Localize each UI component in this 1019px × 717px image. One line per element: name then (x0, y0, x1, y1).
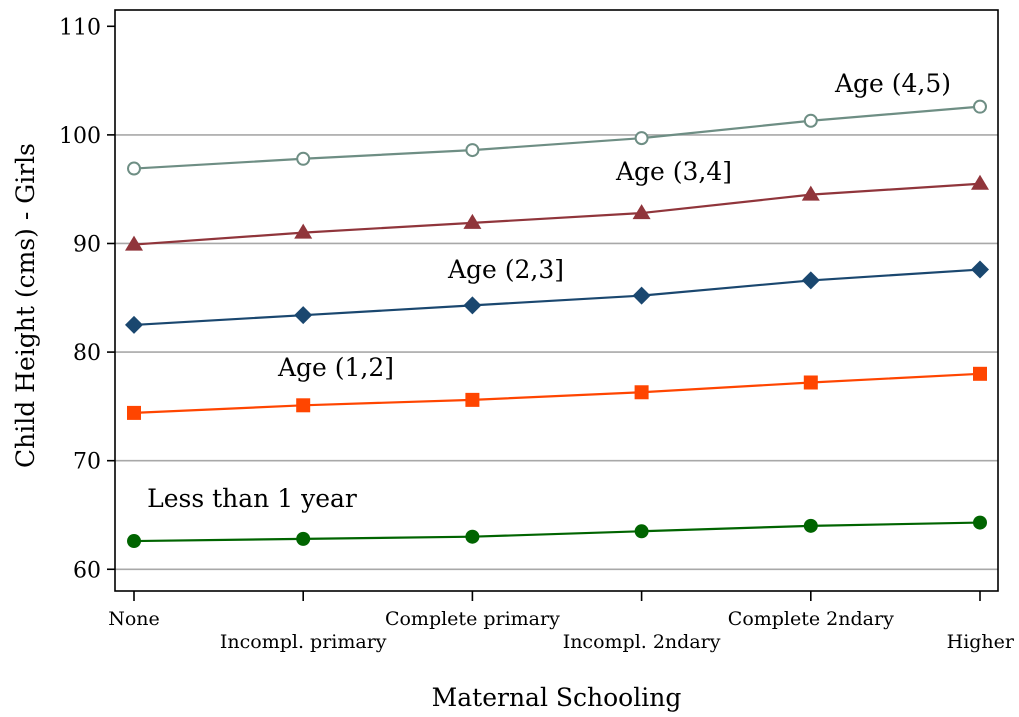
plot-frame (114, 9, 999, 592)
series-line (133, 268, 981, 327)
data-point (973, 366, 987, 381)
y-tick-label: 110 (59, 15, 101, 40)
data-point (632, 204, 651, 220)
series-line (133, 182, 981, 246)
data-point (801, 271, 820, 290)
data-point (971, 260, 989, 279)
x-tick-label: Complete 2ndary (728, 608, 894, 630)
data-point (801, 185, 820, 201)
x-axis-title: Maternal Schooling (432, 683, 682, 712)
data-point (973, 99, 987, 114)
y-axis-title: Child Height (cms) - Girls (11, 143, 40, 468)
data-point (803, 375, 818, 390)
series-label: Age (3,4] (615, 157, 732, 186)
data-point (803, 518, 818, 533)
series-line (133, 105, 981, 170)
data-point (294, 223, 313, 239)
series-line (133, 372, 981, 414)
data-point (803, 113, 818, 128)
x-tick-label: Incompl. primary (220, 631, 387, 653)
series-circle (127, 515, 987, 549)
data-point (294, 306, 313, 325)
y-tick-label: 60 (73, 558, 101, 583)
data-point (125, 235, 143, 251)
data-point (465, 529, 480, 544)
data-point (971, 174, 989, 190)
data-point (973, 515, 987, 530)
data-point (296, 151, 311, 166)
y-axis: 60 70 80 90 100 110 (59, 15, 115, 583)
y-tick-label: 100 (59, 124, 101, 149)
data-point (634, 524, 649, 539)
series-label: Age (2,3] (447, 255, 564, 284)
series-diamond (125, 260, 989, 334)
y-tick-label: 90 (73, 232, 101, 257)
data-point (634, 131, 649, 146)
x-tick-label: Higher (947, 631, 1015, 653)
data-point (463, 296, 482, 315)
y-tick-label: 70 (73, 450, 101, 475)
x-tick-label: None (108, 608, 160, 630)
series-line (133, 521, 981, 543)
series-label: Age (4,5) (834, 69, 951, 98)
data-point (127, 161, 141, 176)
data-point (127, 534, 141, 549)
series-label: Less than 1 year (147, 484, 357, 513)
x-tick-label: Incompl. 2ndary (563, 631, 721, 653)
series-group (125, 99, 989, 549)
data-point (296, 398, 311, 413)
x-tick-label: Complete primary (385, 608, 560, 630)
series-triangle (125, 174, 989, 251)
y-tick-label: 80 (73, 341, 101, 366)
data-point (465, 143, 480, 158)
data-point (125, 315, 143, 334)
data-point (634, 385, 649, 400)
series-labels: Less than 1 year Age (1,2] Age (2,3] Age (3… (147, 69, 951, 513)
data-point (465, 392, 480, 407)
series-label: Age (1,2] (277, 353, 394, 382)
series-hollow-circle (127, 99, 987, 176)
data-point (296, 531, 311, 546)
grid-lines (115, 134, 998, 571)
data-point (463, 213, 482, 229)
data-point (632, 286, 651, 305)
data-point (127, 405, 141, 420)
series-square (127, 366, 987, 420)
